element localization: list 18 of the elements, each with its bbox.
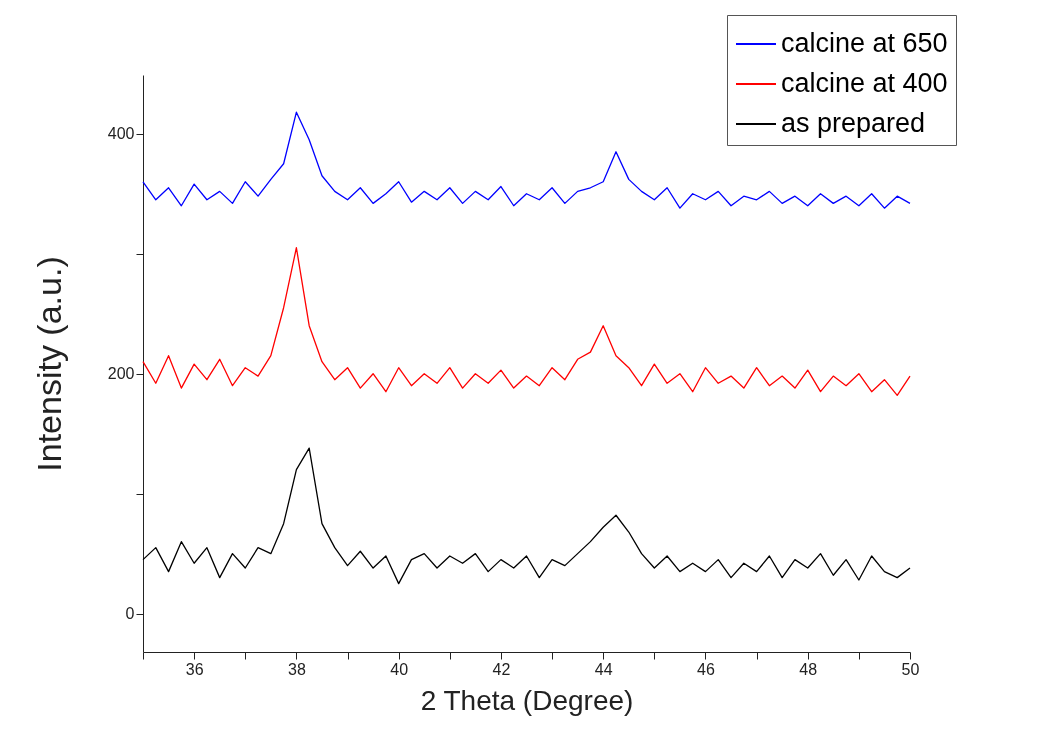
x-tick-label: 36	[185, 660, 204, 678]
line-series	[142, 447, 911, 585]
legend-label: calcine at 650	[781, 28, 948, 58]
x-axis-title: 2 Theta (Degree)	[420, 684, 634, 716]
line-series	[142, 247, 911, 396]
y-tick-label: 200	[107, 365, 135, 383]
legend-label: as prepared	[781, 108, 926, 138]
x-tick-label: 44	[594, 660, 613, 678]
x-tick-label: 50	[901, 660, 920, 678]
y-tick-label: 400	[107, 125, 135, 143]
x-tick-label: 38	[288, 660, 306, 678]
y-axis-title: Intensity (a.u.)	[29, 256, 68, 472]
y-tick-label: 0	[125, 605, 135, 623]
x-tick-label: 48	[799, 660, 818, 678]
legend-label: calcine at 400	[781, 68, 948, 98]
x-tick-label: 40	[390, 660, 409, 678]
x-tick-label: 46	[697, 660, 715, 678]
x-tick-label: 42	[492, 660, 511, 678]
